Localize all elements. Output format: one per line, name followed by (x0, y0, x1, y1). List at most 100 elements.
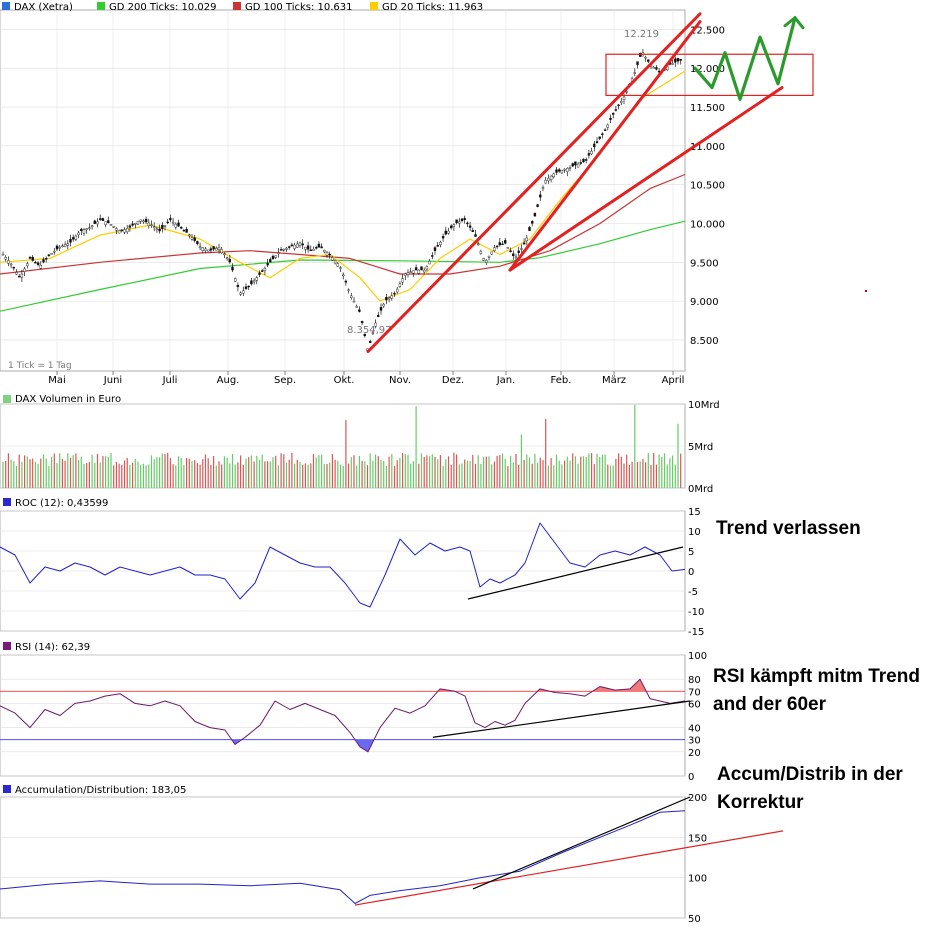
volume-bar (88, 461, 90, 488)
volume-bar (607, 464, 609, 488)
candle-body (495, 245, 499, 248)
volume-bar (628, 464, 630, 488)
candle-body (425, 266, 429, 270)
ma100-line (0, 173, 686, 275)
candle-body (301, 243, 304, 246)
volume-y-tick: 0Mrd (688, 484, 713, 495)
volume-bar (307, 464, 309, 488)
candle-body (80, 228, 83, 231)
forecast-scribble (693, 16, 797, 101)
candle-body (525, 237, 528, 242)
rsi-y-tick: 100 (688, 651, 707, 662)
volume-bar (337, 460, 339, 488)
volume-bar (642, 458, 644, 488)
volume-bar (191, 461, 193, 488)
candle-body (595, 141, 599, 143)
rsi-ref-label: 70 (688, 687, 701, 698)
candle-body (644, 56, 647, 59)
volume-bar (577, 463, 579, 488)
candle-body (382, 303, 385, 307)
roc-y-axis: 15 10 5 0 -5 -10 -15 (688, 507, 704, 638)
volume-bar (429, 456, 431, 488)
candle-body (328, 253, 331, 256)
candle-body (18, 275, 21, 278)
candle-body (355, 306, 358, 308)
volume-bar (650, 464, 652, 488)
candle-body (166, 221, 169, 224)
candle-body (612, 112, 615, 115)
candle-body (247, 285, 250, 288)
volume-bar (318, 455, 320, 488)
volume-bar (161, 453, 163, 488)
candle-body (15, 272, 18, 275)
candle-body (85, 228, 88, 230)
legend-swatch-gd20 (370, 2, 378, 10)
month-tick: Mai (48, 375, 66, 386)
volume-bar (153, 459, 155, 488)
candle-body (163, 225, 167, 227)
candle-body (363, 333, 366, 337)
volume-bar (491, 464, 493, 488)
price-series (1, 49, 682, 353)
volume-bar (615, 458, 617, 488)
tick-footnote: 1 Tick = 1 Tag (8, 361, 72, 371)
candle-body (128, 225, 132, 228)
month-tick: Juni (103, 375, 122, 386)
volume-bar (296, 459, 298, 488)
roc-line (0, 522, 686, 608)
volume-bar (78, 460, 80, 488)
volume-bar (134, 458, 136, 488)
candle-body (520, 248, 523, 250)
candle-body (285, 247, 288, 250)
candle-body (549, 175, 553, 180)
candle-body (101, 218, 105, 221)
volume-bar (410, 463, 412, 488)
volume-bar (15, 465, 18, 488)
volume-bar (485, 456, 487, 488)
candle-body (493, 247, 496, 251)
candle-body (274, 255, 277, 258)
legend-swatch-rsi (3, 642, 11, 650)
candle-body (336, 263, 339, 267)
volume-bar (477, 455, 479, 488)
volume-bar (258, 459, 261, 488)
volume-bar (105, 456, 107, 488)
candle-body (88, 227, 91, 229)
candle-body (558, 169, 561, 172)
candle-body (598, 136, 601, 139)
candle-body (617, 104, 620, 107)
roc-y-tick: 5 (688, 547, 694, 558)
candle-body (528, 227, 531, 231)
rsi-line (0, 678, 686, 753)
volume-bar (426, 455, 428, 488)
volume-bar (604, 454, 606, 488)
volume-bar (345, 420, 347, 488)
candle-body (182, 230, 186, 232)
month-tick: Okt. (334, 375, 355, 386)
candle-body (209, 248, 213, 251)
candle-body (150, 224, 153, 226)
volume-bar (493, 461, 495, 488)
volume-bar (94, 462, 96, 488)
candle-body (53, 251, 56, 253)
volume-bar (267, 461, 269, 488)
accdist-y-tick: 100 (688, 874, 707, 885)
candle-body (155, 228, 159, 231)
candle-body (236, 285, 240, 288)
candle-body (9, 263, 13, 266)
volume-bar (18, 454, 20, 488)
volume-bar (5, 461, 7, 488)
volume-bar (353, 455, 355, 488)
candle-body (47, 254, 51, 257)
annotation-trend: Trend verlassen (716, 518, 861, 539)
volume-bar (67, 453, 69, 488)
candle-body (139, 219, 142, 222)
candle-body (477, 243, 480, 246)
volume-bar (407, 454, 409, 488)
candle-body (679, 59, 682, 61)
candle-body (223, 253, 226, 255)
volume-bar (118, 463, 120, 488)
volume-bar (528, 457, 531, 488)
volume-bar (653, 452, 655, 488)
volume-bar (431, 454, 433, 488)
